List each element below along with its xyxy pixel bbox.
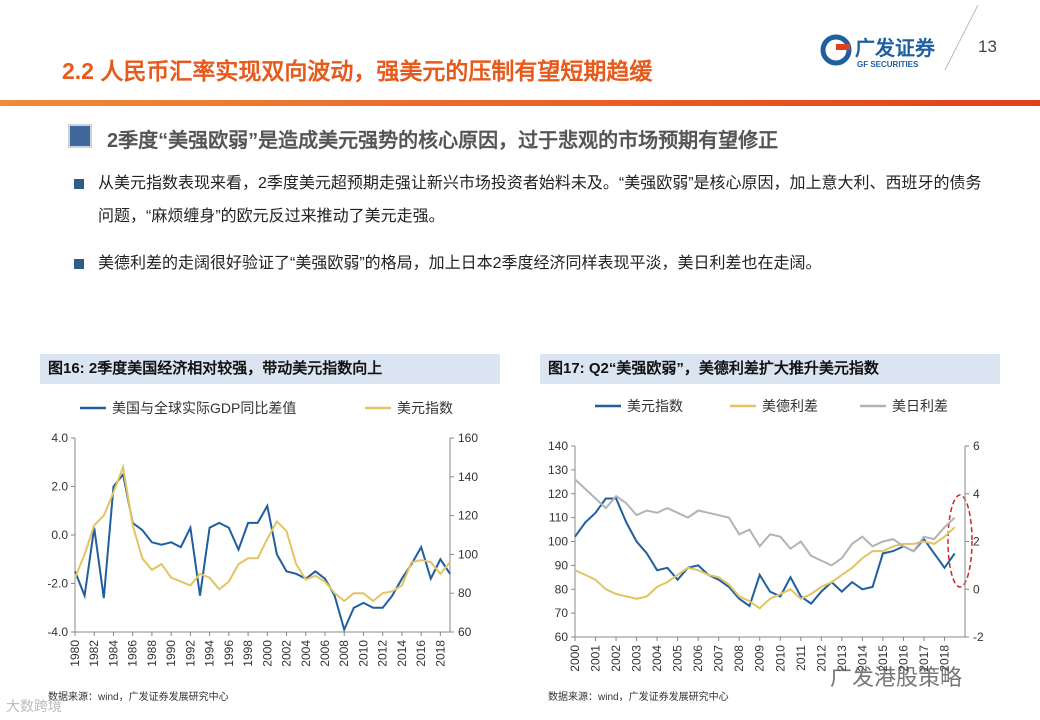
y2-tick-label: 0 xyxy=(973,582,980,596)
y-tick-label: 70 xyxy=(555,606,569,620)
source-note: 数据来源：wind，广发证券发展研究中心 xyxy=(48,690,229,703)
x-tick-label: 2015 xyxy=(876,645,890,672)
x-tick-label: 1990 xyxy=(164,640,178,667)
chart-title: 图16: 2季度美国经济相对较强，带动美元指数向上 xyxy=(40,354,500,384)
x-tick-label: 2013 xyxy=(835,645,849,672)
logo-icon xyxy=(836,44,850,50)
y-tick-label: 4.0 xyxy=(51,431,68,445)
x-tick-label: 1988 xyxy=(145,640,159,667)
x-tick-label: 2007 xyxy=(712,645,726,672)
x-tick-label: 1996 xyxy=(222,640,236,667)
y-tick-label: 2.0 xyxy=(51,480,68,494)
x-tick-label: 2012 xyxy=(814,645,828,672)
x-tick-label: 2018 xyxy=(433,640,447,667)
y-tick-label: 80 xyxy=(555,582,569,596)
x-tick-label: 2005 xyxy=(671,645,685,672)
x-tick-label: 2011 xyxy=(794,645,808,671)
chart: -4.0 -2.0 0.0 2.0 4.0 60 80 100 120 140 160 1980 198… xyxy=(47,400,478,703)
y2-tick-label: -2 xyxy=(973,630,984,644)
x-tick-label: 2008 xyxy=(732,645,746,672)
source-note: 数据来源：wind，广发证券发展研究中心 xyxy=(548,690,729,703)
chart-title: 图17: Q2“美强欧弱”，美德利差扩大推升美元指数 xyxy=(540,354,1000,384)
y-tick-label: 0.0 xyxy=(51,528,68,542)
x-tick-label: 2012 xyxy=(376,640,390,667)
series-line xyxy=(574,526,956,610)
series-line xyxy=(74,472,451,633)
y-tick-label: 130 xyxy=(548,463,568,477)
header-graphics: 广发证券 GF SECURITIES xyxy=(820,4,979,71)
x-tick-label: 2017 xyxy=(917,645,931,672)
x-tick-label: 2006 xyxy=(318,640,332,667)
divider xyxy=(944,4,979,71)
x-tick-label: 2002 xyxy=(609,645,623,672)
y-tick-label: -4.0 xyxy=(47,625,68,639)
header-bar xyxy=(0,100,1040,106)
watermark: 广发港股策略 xyxy=(830,665,963,690)
y-tick-label: 140 xyxy=(548,439,568,453)
y-tick-label: 110 xyxy=(549,511,568,525)
bullet-text: 美德利差的走阔很好验证了“美强欧弱”的格局，加上日本2季度经济同样表现平淡，美日… xyxy=(98,255,822,272)
y2-tick-label: 60 xyxy=(458,625,472,639)
x-tick-label: 1980 xyxy=(68,640,82,667)
legend-label: 美德利差 xyxy=(762,398,818,414)
x-tick-label: 1986 xyxy=(126,640,140,667)
x-tick-label: 2001 xyxy=(589,645,603,672)
y2-tick-label: 2 xyxy=(973,535,980,549)
x-tick-label: 1994 xyxy=(203,640,217,667)
y2-tick-label: 120 xyxy=(458,509,478,523)
x-tick-label: 2000 xyxy=(260,640,274,667)
y2-tick-label: 140 xyxy=(458,470,478,484)
x-tick-label: 2006 xyxy=(691,645,705,672)
x-tick-label: 2014 xyxy=(395,640,409,667)
slide-title: 2.2 人民币汇率实现双向波动，强美元的压制有望短期趋缓 xyxy=(62,58,653,84)
logo-text: 广发证券 xyxy=(855,36,936,60)
y-tick-label: 90 xyxy=(555,558,569,572)
legend-label: 美国与全球实际GDP同比差值 xyxy=(112,400,296,416)
series-line xyxy=(574,478,956,567)
bullet-marker xyxy=(74,259,84,269)
x-tick-label: 2010 xyxy=(773,645,787,672)
x-tick-label: 2014 xyxy=(855,645,869,672)
page-number: 13 xyxy=(978,37,997,56)
highlight-ellipse xyxy=(947,494,973,588)
subtitle: 2季度“美强欧弱”是造成美元强势的核心原因，过于悲观的市场预期有望修正 xyxy=(107,130,779,152)
x-tick-label: 2008 xyxy=(337,640,351,667)
x-tick-label: 2003 xyxy=(630,645,644,672)
y-tick-label: 100 xyxy=(548,535,568,549)
subtitle-marker xyxy=(68,124,92,148)
x-tick-label: 2010 xyxy=(356,640,370,667)
x-tick-label: 2018 xyxy=(937,645,951,672)
bullet-text: 从美元指数表现来看，2季度美元超预期走强让新兴市场投资者始料未及。“美强欧弱”是… xyxy=(98,175,982,225)
x-tick-label: 1982 xyxy=(87,640,101,667)
x-tick-label: 2002 xyxy=(280,640,294,667)
chart: 60 70 80 90 100 110 120 130 140 -2 0 2 4 6 2000 2001 200… xyxy=(548,398,984,703)
x-tick-label: 2009 xyxy=(753,645,767,672)
legend-label: 美元指数 xyxy=(397,400,453,416)
corner-mark: 大数跨境 xyxy=(6,698,62,714)
x-tick-label: 1992 xyxy=(183,640,197,667)
y-tick-label: 60 xyxy=(555,630,569,644)
y-tick-label: -2.0 xyxy=(47,577,68,591)
x-tick-label: 2004 xyxy=(299,640,313,667)
bullet-marker xyxy=(74,179,84,189)
series-line xyxy=(74,463,451,603)
y2-tick-label: 4 xyxy=(973,487,980,501)
y2-tick-label: 80 xyxy=(458,586,472,600)
x-tick-label: 2004 xyxy=(650,645,664,672)
y2-tick-label: 100 xyxy=(458,547,478,561)
series-line xyxy=(574,497,956,608)
x-tick-label: 1984 xyxy=(106,640,120,667)
y2-tick-label: 160 xyxy=(458,431,478,445)
x-tick-label: 2000 xyxy=(568,645,582,672)
x-tick-label: 1998 xyxy=(241,640,255,667)
logo-subtext: GF SECURITIES xyxy=(857,60,919,69)
x-tick-label: 2016 xyxy=(896,645,910,672)
y-tick-label: 120 xyxy=(548,487,568,501)
x-tick-label: 2016 xyxy=(414,640,428,667)
legend-label: 美元指数 xyxy=(627,398,683,414)
y2-tick-label: 6 xyxy=(973,439,980,453)
legend-label: 美日利差 xyxy=(892,398,948,414)
